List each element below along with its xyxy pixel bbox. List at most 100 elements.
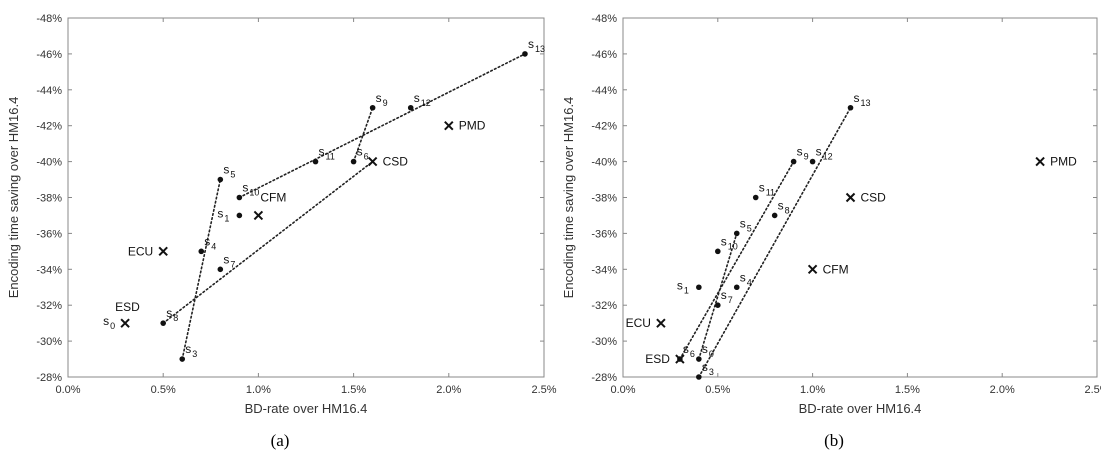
x-tick-label: 1.0% (246, 384, 271, 396)
x-axis-label: BD-rate over HM16.4 (799, 401, 922, 416)
y-tick-label: -42% (591, 121, 617, 133)
x-axis-label: BD-rate over HM16.4 (245, 401, 368, 416)
chart-panel-b: 0.0% 0.5% 1.0% 1.5% 2.0% 2.5% -28% -30% -32% -34%… (561, 13, 1101, 416)
point-label-esd: ESD (645, 352, 670, 366)
cross-marker (367, 156, 378, 167)
x-tick-label: 1.5% (895, 384, 920, 396)
cross-stroke (253, 210, 264, 221)
plot-frame (67, 17, 545, 378)
y-tick-label: -30% (591, 336, 617, 348)
point-label-cfm: CFM (260, 190, 286, 204)
point-label-s11: s11 (319, 145, 335, 162)
point-label-esd: ESD (115, 300, 140, 314)
cross-stroke (158, 246, 168, 257)
data-point (790, 158, 797, 165)
trend-line (698, 106, 852, 378)
point-label-ecu: ECU (128, 244, 153, 258)
cross-stroke (807, 264, 818, 275)
cross-marker (158, 246, 168, 257)
point-label-s7: s7 (223, 252, 235, 269)
point-label-pmd: PMD (459, 119, 486, 133)
y-tick-label: -34% (591, 264, 617, 276)
x-tick-label: 0.0% (610, 384, 635, 396)
point-label-s3: s3 (185, 342, 197, 359)
trend-line (181, 178, 222, 360)
cross-marker (444, 120, 454, 131)
y-tick-label: -36% (36, 228, 62, 240)
point-label-s12: s12 (816, 145, 833, 162)
y-tick-label: -48% (591, 13, 617, 25)
y-tick-label: -40% (591, 157, 617, 169)
y-tick-label: -44% (36, 85, 62, 97)
point-label-s5: s5 (223, 163, 235, 180)
x-tick-label: 0.0% (55, 384, 80, 396)
data-point (522, 51, 528, 57)
point-label-s6: s6 (357, 145, 369, 162)
cross-stroke (656, 318, 666, 328)
cross-marker (253, 210, 264, 221)
point-label-s1: s1 (677, 278, 689, 295)
data-point (696, 374, 702, 380)
point-label-s10: s10 (721, 234, 738, 251)
y-tick-label: -28% (591, 372, 617, 384)
x-tick-label: 1.0% (800, 384, 825, 396)
cross-marker (675, 354, 685, 364)
y-tick-label: -46% (591, 49, 617, 61)
y-tick-label: -34% (36, 264, 62, 276)
y-tick-label: -32% (591, 300, 617, 312)
y-tick-label: -38% (591, 193, 617, 205)
data-point (369, 104, 376, 111)
trend-line (352, 106, 374, 163)
x-tick-label: 2.5% (531, 384, 556, 396)
point-label-s9: s9 (797, 145, 809, 162)
point-label-s6: s6 (683, 342, 695, 359)
x-tick-label: 0.5% (151, 384, 176, 396)
point-label-s5: s5 (740, 216, 752, 233)
data-point (752, 194, 759, 201)
data-point (179, 356, 186, 362)
point-label-csd: CSD (383, 155, 409, 169)
y-tick-label: -48% (36, 13, 62, 25)
point-label-s8: s8 (166, 306, 178, 323)
data-point (407, 104, 414, 111)
point-label-s1: s1 (217, 206, 229, 223)
point-label-s13: s13 (528, 37, 545, 54)
point-label-pmd: PMD (1050, 155, 1077, 169)
data-point (733, 284, 740, 291)
caption-a: (a) (271, 431, 290, 450)
cross-stroke (1035, 156, 1045, 167)
y-tick-label: -38% (36, 193, 62, 205)
point-label-s12: s12 (414, 91, 431, 108)
y-axis-label: Encoding time saving over HM16.4 (561, 97, 576, 299)
data-point (350, 158, 357, 165)
data-point (809, 158, 816, 165)
data-point (696, 356, 702, 362)
data-point (236, 194, 243, 201)
x-tick-label: 0.5% (705, 384, 730, 396)
data-point (715, 302, 721, 309)
point-label-s0: s0 (702, 342, 714, 359)
y-tick-label: -28% (36, 372, 62, 384)
data-point (733, 230, 740, 237)
point-label-s10: s10 (242, 181, 259, 198)
y-tick-label: -46% (36, 49, 62, 61)
point-label-s7: s7 (721, 288, 733, 305)
y-axis-label: Encoding time saving over HM16.4 (6, 97, 21, 299)
y-tick-label: -30% (36, 336, 62, 348)
trend-line (238, 53, 526, 199)
trend-line (679, 160, 795, 360)
trend-line (162, 160, 374, 324)
data-point (847, 104, 854, 111)
cross-marker (807, 264, 818, 275)
cross-marker (120, 318, 130, 328)
y-tick-label: -42% (36, 121, 62, 133)
cross-stroke (675, 354, 685, 364)
cross-stroke (845, 192, 856, 203)
cross-marker (1035, 156, 1045, 167)
cross-marker (656, 318, 666, 328)
data-point (715, 248, 721, 255)
data-point (771, 212, 778, 219)
caption-b: (b) (824, 431, 844, 450)
x-tick-label: 2.0% (990, 384, 1015, 396)
